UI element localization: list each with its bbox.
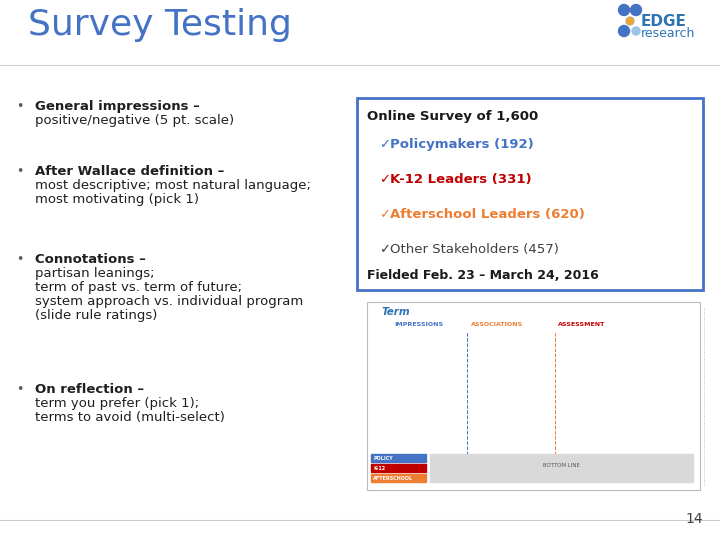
- Text: •: •: [17, 253, 24, 266]
- Text: terms to avoid (multi-select): terms to avoid (multi-select): [35, 411, 225, 424]
- Ellipse shape: [626, 17, 634, 24]
- Text: term of past vs. term of future;: term of past vs. term of future;: [35, 281, 242, 294]
- Text: positive/negative (5 pt. scale): positive/negative (5 pt. scale): [35, 114, 234, 127]
- Text: EDGE: EDGE: [641, 14, 687, 29]
- Text: •: •: [17, 165, 24, 178]
- Text: AFTERSCHOOL: AFTERSCHOOL: [373, 476, 413, 481]
- Text: ✓: ✓: [379, 173, 390, 186]
- Bar: [371, 474, 426, 482]
- Text: system approach vs. individual program: system approach vs. individual program: [35, 295, 303, 308]
- Text: On reflection –: On reflection –: [35, 383, 144, 396]
- Text: ✓: ✓: [379, 243, 390, 256]
- Text: Online Survey of 1,600: Online Survey of 1,600: [367, 110, 539, 123]
- Text: IMPRESSIONS: IMPRESSIONS: [395, 322, 444, 327]
- Text: K-12 Leaders (331): K-12 Leaders (331): [390, 173, 531, 186]
- Text: ✓: ✓: [379, 138, 390, 151]
- Text: ASSESSMENT: ASSESSMENT: [559, 322, 606, 327]
- Text: term you prefer (pick 1);: term you prefer (pick 1);: [35, 397, 199, 410]
- Text: Afterschool Leaders (620): Afterschool Leaders (620): [390, 208, 585, 221]
- Text: BOTTOM LINE: BOTTOM LINE: [543, 463, 580, 468]
- Text: POLICY: POLICY: [373, 456, 392, 461]
- FancyBboxPatch shape: [367, 302, 700, 490]
- Text: research: research: [641, 27, 696, 40]
- Text: •: •: [17, 100, 24, 113]
- Bar: [430, 454, 693, 482]
- Text: most descriptive; most natural language;: most descriptive; most natural language;: [35, 179, 311, 192]
- Text: K-12: K-12: [373, 466, 385, 471]
- Ellipse shape: [618, 25, 629, 37]
- Bar: [371, 454, 426, 462]
- Text: Survey Testing: Survey Testing: [28, 8, 292, 42]
- Text: •: •: [17, 383, 24, 396]
- Text: Fielded Feb. 23 – March 24, 2016: Fielded Feb. 23 – March 24, 2016: [367, 269, 599, 282]
- Ellipse shape: [632, 27, 640, 35]
- Text: Term: Term: [382, 307, 410, 317]
- Ellipse shape: [618, 4, 629, 16]
- FancyBboxPatch shape: [357, 98, 703, 290]
- Ellipse shape: [626, 17, 634, 25]
- Text: General impressions –: General impressions –: [35, 100, 200, 113]
- Text: most motivating (pick 1): most motivating (pick 1): [35, 193, 199, 206]
- Text: partisan leanings;: partisan leanings;: [35, 267, 155, 280]
- Text: ASSOCIATIONS: ASSOCIATIONS: [471, 322, 523, 327]
- Bar: [371, 464, 426, 472]
- Text: ✓: ✓: [379, 208, 390, 221]
- Text: After Wallace definition –: After Wallace definition –: [35, 165, 225, 178]
- Text: Policymakers (192): Policymakers (192): [390, 138, 534, 151]
- Text: (slide rule ratings): (slide rule ratings): [35, 309, 158, 322]
- Text: Connotations –: Connotations –: [35, 253, 146, 266]
- Text: 14: 14: [685, 512, 703, 526]
- Text: Other Stakeholders (457): Other Stakeholders (457): [390, 243, 559, 256]
- Ellipse shape: [631, 4, 642, 16]
